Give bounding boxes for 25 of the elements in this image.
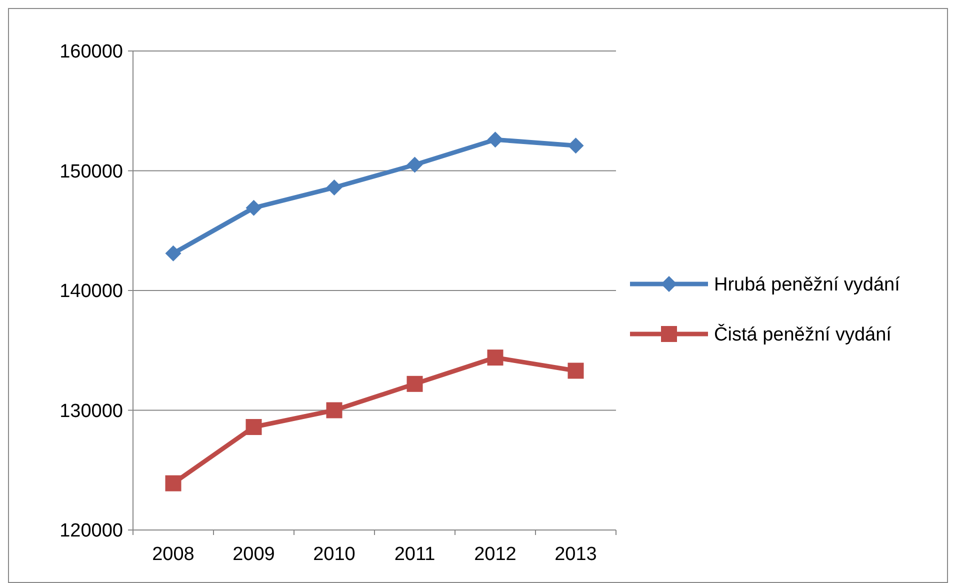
legend-label: Čistá peněžní vydání: [714, 324, 892, 346]
point: [487, 350, 504, 366]
x-tick-label: 2013: [554, 544, 597, 565]
point: [568, 138, 584, 154]
point: [246, 200, 262, 216]
legend-label: Hrubá peněžní vydání: [714, 274, 901, 296]
x-tick-label: 2011: [394, 544, 436, 565]
point: [165, 245, 182, 262]
y-tick-label: 150000: [60, 161, 123, 182]
point: [326, 402, 342, 418]
point: [568, 362, 584, 379]
x-tick-label: 2008: [152, 544, 194, 565]
x-tick-label: 2012: [474, 544, 516, 565]
point: [487, 132, 504, 148]
y-tick-label: 120000: [60, 520, 123, 542]
y-tick-label: 140000: [60, 281, 123, 302]
point: [165, 475, 182, 492]
point: [406, 376, 423, 392]
point: [406, 156, 423, 173]
x-tick-label: 2010: [313, 544, 356, 565]
y-tick-label: 130000: [60, 400, 123, 422]
x-tick-label: 2009: [232, 544, 275, 565]
y-tick-label: 160000: [60, 42, 123, 63]
point: [246, 419, 262, 436]
point: [326, 180, 342, 196]
